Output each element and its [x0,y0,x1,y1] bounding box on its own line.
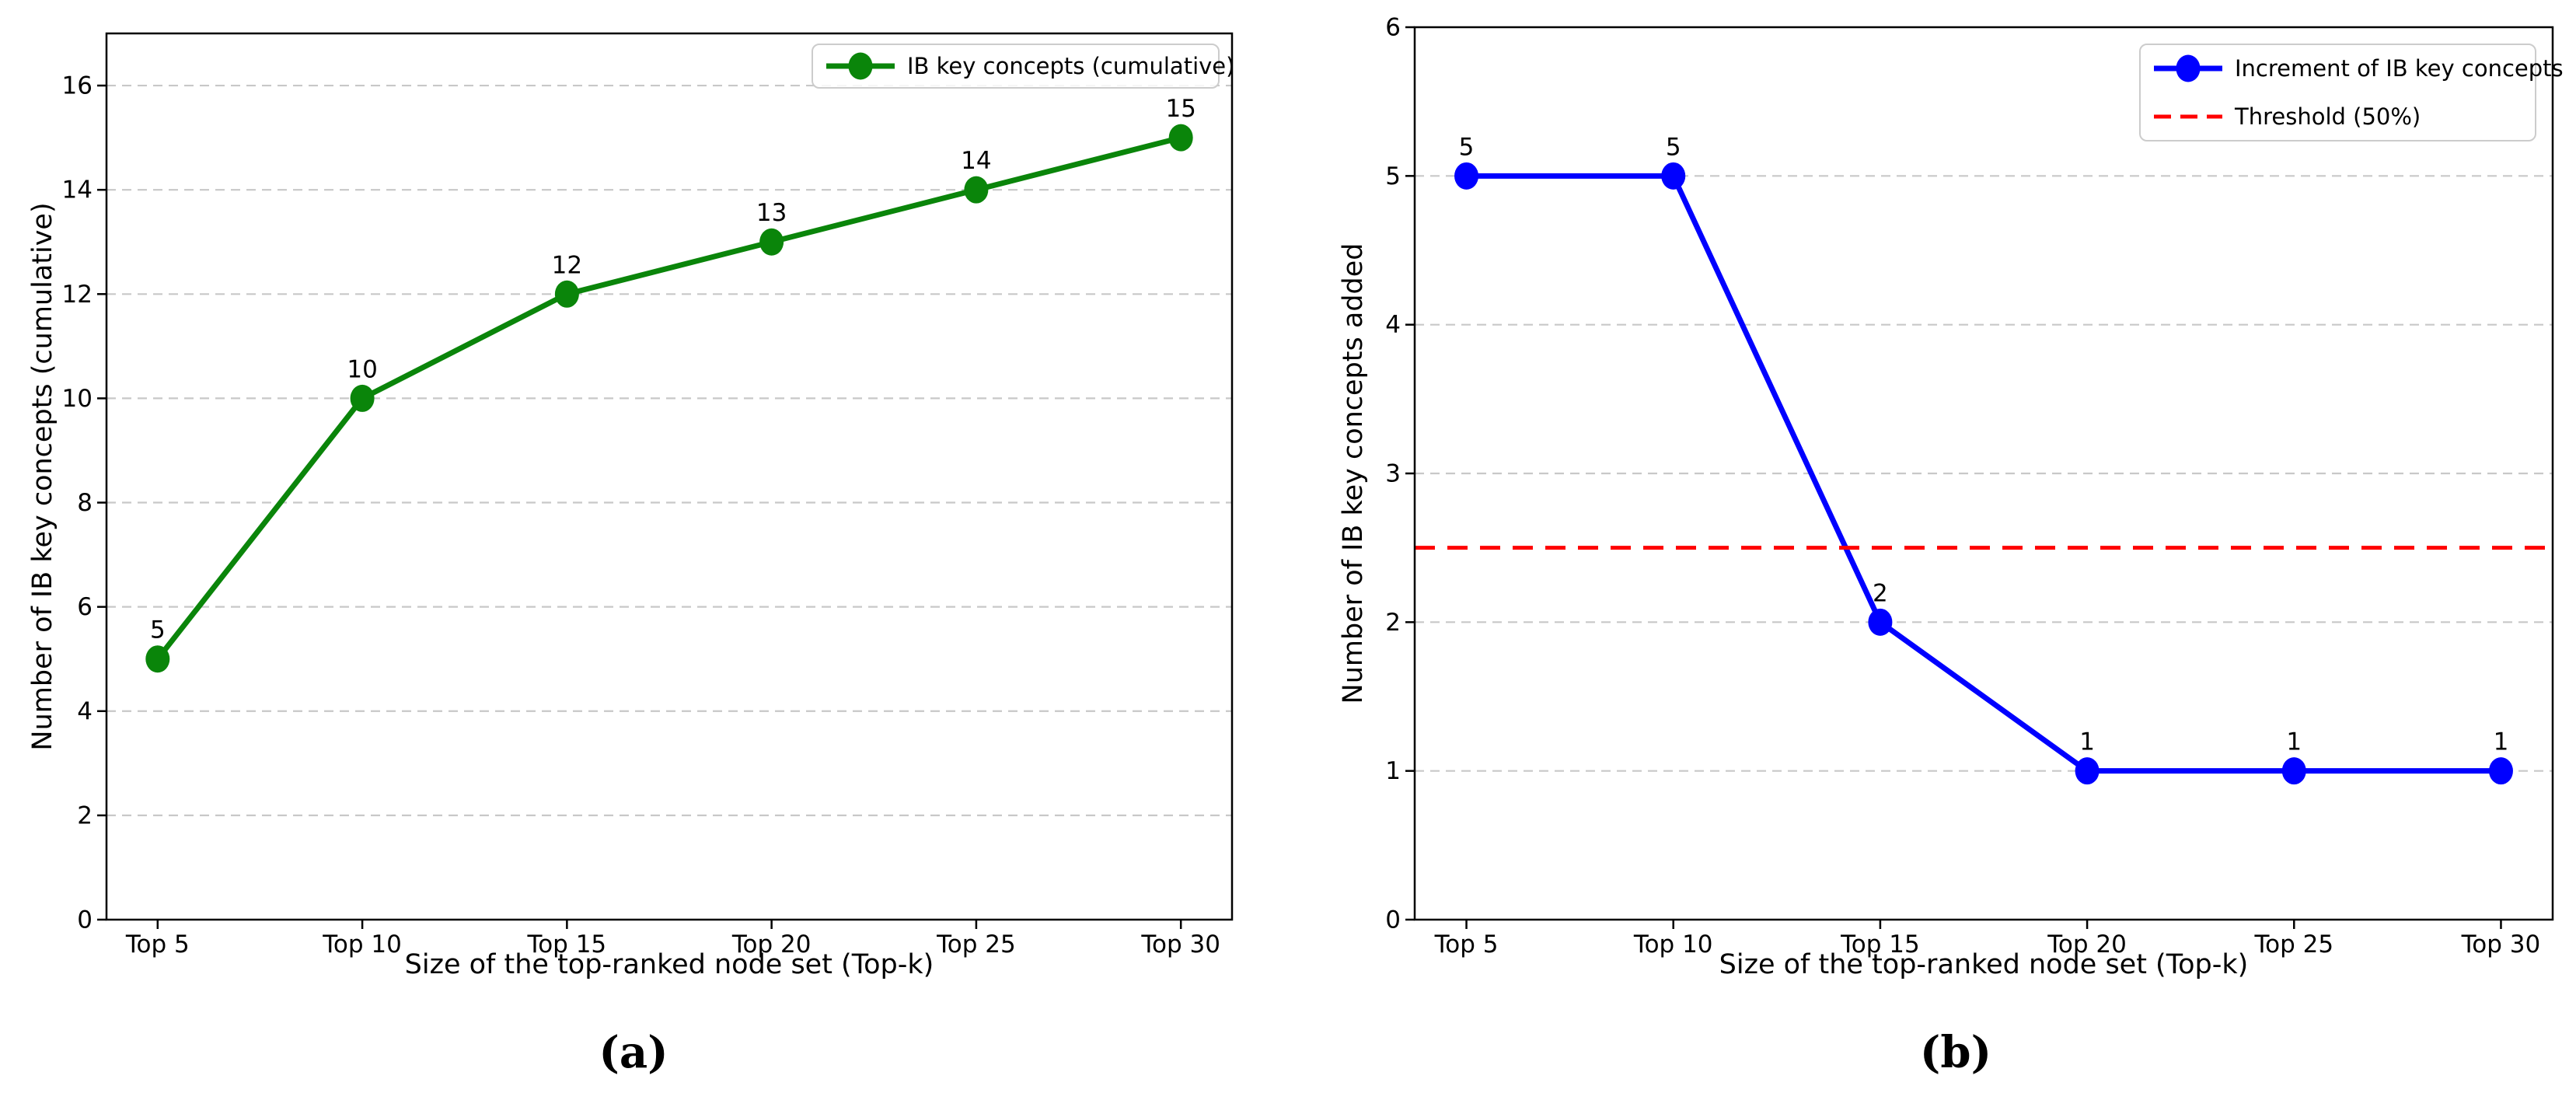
data-point-marker [1661,162,1686,190]
legend-entry-label: Threshold (50%) [2234,103,2421,130]
data-point-marker [964,176,989,204]
data-point-label: 1 [2494,728,2509,756]
data-point-label: 12 [552,251,582,279]
y-axis-title: Number of IB key concepts (cumulative) [27,202,58,750]
x-tick-label: Top 10 [322,931,402,959]
x-tick-label: Top 5 [125,931,190,959]
y-tick-label: 4 [77,697,92,725]
y-tick-label: 5 [1385,162,1401,190]
y-tick-label: 3 [1385,460,1401,488]
x-tick-label: Top 15 [1840,931,1920,959]
legend-box [812,44,1220,89]
legend-entry-label: Increment of IB key concepts [2235,55,2564,82]
data-point-marker [759,228,784,256]
data-point-marker [2075,757,2100,785]
y-tick-label: 2 [77,801,92,829]
y-tick-label: 10 [62,385,92,413]
x-tick-label: Top 5 [1434,931,1499,959]
x-tick-label: Top 30 [1140,931,1220,959]
x-axis-title: Size of the top-ranked node set (Top-k) [1719,949,2249,980]
data-point-label: 5 [150,616,166,644]
y-tick-label: 2 [1385,609,1401,637]
x-tick-label: Top 30 [2461,931,2541,959]
x-tick-label: Top 25 [936,931,1016,959]
x-tick-label: Top 25 [2253,931,2333,959]
data-point-label: 2 [1873,579,1888,607]
data-point-label: 10 [347,355,377,383]
data-point-marker [2281,757,2306,785]
y-axis-title: Number of IB key concepts added [1338,243,1369,704]
data-point-label: 13 [756,199,787,227]
data-point-label: 1 [2286,728,2302,756]
axes-spines [105,32,1234,921]
panel-a-cumulative-chart: 5 10 12 13 14 15 Top 5 Top 10 Top 15 Top 20 Top 25… [27,32,1234,980]
y-tick-label: 1 [1385,757,1401,785]
y-tick-label: 6 [77,593,92,621]
data-point-marker [1168,124,1193,152]
y-tick-label: 8 [77,489,92,517]
data-point-label: 1 [2079,728,2095,756]
legend-entry-label: IB key concepts (cumulative) [907,53,1234,79]
x-tick-label: Top 20 [2047,931,2127,959]
data-point-label: 5 [1666,133,1681,161]
y-tick-label: 6 [1385,14,1401,42]
x-axis-title: Size of the top-ranked node set (Top-k) [405,949,934,980]
panel-b-increment-chart: 5 5 2 1 1 1 Top 5 Top 10 Top 15 Top 20 Top 25 Top 3… [1338,14,2564,980]
data-point-label: 14 [961,147,991,175]
y-tick-label: 12 [62,281,92,309]
y-tick-label: 0 [1385,906,1401,934]
legend-box [2139,44,2536,141]
legend-sample-marker [2176,54,2201,82]
legend-sample-marker [848,52,873,80]
x-tick-label: Top 20 [731,931,812,959]
data-point-marker [1454,162,1479,190]
data-point-marker [1868,608,1893,636]
x-tick-label: Top 10 [1633,931,1713,959]
data-point-marker [145,645,170,673]
x-tick-label: Top 15 [527,931,607,959]
caption-b: (b) [1920,1027,1991,1078]
data-point-marker [350,384,375,412]
y-tick-label: 4 [1385,311,1401,339]
data-line [1464,173,2504,774]
y-tick-label: 0 [77,906,92,934]
caption-a: (a) [599,1027,668,1078]
y-tick-label: 14 [62,176,92,204]
data-point-marker [554,280,579,308]
data-point-marker [2488,757,2513,785]
data-line [155,134,1184,662]
y-tick-label: 16 [62,72,92,100]
data-point-label: 5 [1459,133,1475,161]
data-point-label: 15 [1165,95,1196,123]
